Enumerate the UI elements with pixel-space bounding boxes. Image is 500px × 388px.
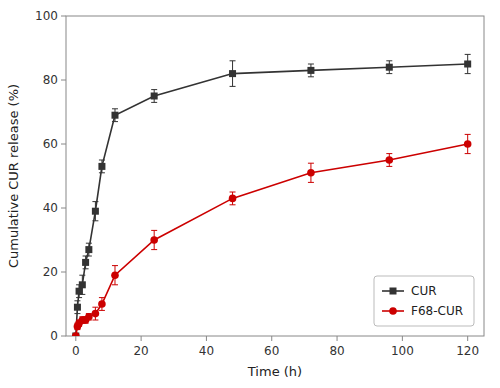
x-tick-label: 120 xyxy=(456,344,479,358)
error-bar xyxy=(308,163,314,182)
error-bar xyxy=(99,160,105,173)
x-axis-label: Time (h) xyxy=(247,364,302,379)
point xyxy=(85,246,92,253)
error-bar xyxy=(86,243,92,256)
point xyxy=(74,304,81,311)
y-tick-label: 100 xyxy=(35,9,58,23)
x-tick-label: 0 xyxy=(72,344,80,358)
point xyxy=(85,313,93,321)
legend-box xyxy=(374,276,474,326)
data xyxy=(72,54,471,336)
x-tick xyxy=(206,336,207,341)
chart: 0 20 40 60 80 100 120 0 20 40 60 80 100 Time (h) Cumul… xyxy=(0,0,500,388)
point xyxy=(92,208,99,215)
error-bar xyxy=(230,192,236,205)
error-bar xyxy=(112,109,118,122)
y-tick-label: 20 xyxy=(43,265,58,279)
point xyxy=(72,333,79,337)
point xyxy=(111,112,118,119)
x-tick xyxy=(337,336,338,341)
point xyxy=(150,236,158,244)
error-bar xyxy=(151,90,157,103)
error-bar xyxy=(465,54,471,73)
point xyxy=(307,169,315,177)
point xyxy=(92,310,100,318)
legend-label: CUR xyxy=(411,284,437,298)
series xyxy=(72,54,471,336)
y-tick-label: 80 xyxy=(43,73,58,87)
error-bar xyxy=(83,256,89,269)
y-axis-label: Cumulative CUR release (%) xyxy=(6,84,21,268)
y-tick xyxy=(61,272,66,273)
x-tick xyxy=(141,336,142,341)
legend-marker xyxy=(390,288,397,295)
series xyxy=(72,134,471,336)
error-bar xyxy=(465,134,471,153)
error-bar xyxy=(151,230,157,249)
error-bar xyxy=(92,307,98,320)
point xyxy=(464,140,472,148)
y-tick xyxy=(61,80,66,81)
error-bar xyxy=(92,202,98,221)
point xyxy=(76,288,83,295)
legend-label: F68-CUR xyxy=(411,304,463,318)
y-tick xyxy=(61,208,66,209)
point xyxy=(111,271,119,279)
error-bar xyxy=(386,154,392,167)
point xyxy=(385,156,393,164)
x-tick xyxy=(402,336,403,341)
error-bar xyxy=(86,314,92,320)
point xyxy=(151,93,158,100)
point xyxy=(229,195,237,203)
error-bar xyxy=(230,61,236,87)
error-bar xyxy=(386,61,392,74)
point xyxy=(98,300,106,308)
y-tick xyxy=(61,144,66,145)
x-tick-label: 20 xyxy=(133,344,148,358)
axes: 0 20 40 60 80 100 120 0 20 40 60 80 100 xyxy=(35,9,479,358)
point xyxy=(82,259,89,266)
x-tick xyxy=(271,336,272,341)
x-tick-label: 80 xyxy=(329,344,344,358)
x-tick-label: 100 xyxy=(391,344,414,358)
point xyxy=(98,163,105,170)
x-tick xyxy=(467,336,468,341)
error-bar xyxy=(308,64,314,77)
point xyxy=(72,332,80,336)
point xyxy=(79,281,86,288)
point xyxy=(229,70,236,77)
legend: CUR F68-CUR xyxy=(374,276,474,326)
error-bar xyxy=(74,301,80,314)
y-tick-label: 40 xyxy=(43,201,58,215)
point xyxy=(307,67,314,74)
legend-marker xyxy=(389,307,397,315)
y-tick xyxy=(61,16,66,17)
y-tick-label: 60 xyxy=(43,137,58,151)
point xyxy=(464,61,471,68)
point xyxy=(386,64,393,71)
plot-frame xyxy=(66,16,484,336)
error-bar xyxy=(112,266,118,285)
error-bar xyxy=(99,298,105,311)
y-tick-label: 0 xyxy=(50,329,58,343)
y-tick xyxy=(61,336,66,337)
x-tick-label: 40 xyxy=(199,344,214,358)
x-tick-label: 60 xyxy=(264,344,279,358)
x-tick xyxy=(75,336,76,341)
